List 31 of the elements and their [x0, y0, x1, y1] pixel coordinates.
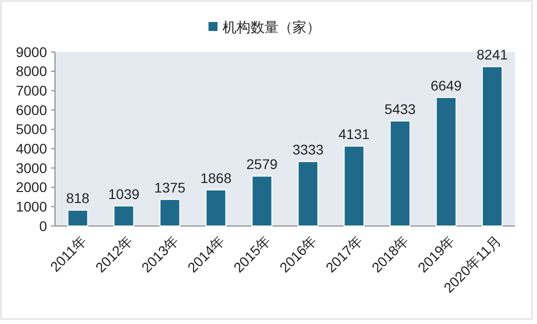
bar — [298, 161, 318, 226]
data-label: 1868 — [200, 170, 232, 186]
data-label: 818 — [66, 190, 90, 206]
data-label: 5433 — [384, 100, 416, 117]
y-tick-label: 9000 — [16, 44, 48, 60]
y-tick-label: 7000 — [16, 82, 48, 99]
bar — [206, 189, 226, 226]
data-label: 6649 — [430, 77, 462, 94]
y-tick-label: 1000 — [16, 198, 48, 215]
data-label: 1375 — [154, 179, 186, 196]
bar — [482, 66, 503, 226]
bar — [390, 120, 411, 226]
y-tick-label: 5000 — [16, 121, 48, 138]
data-label: 4131 — [338, 126, 370, 142]
legend-label: 机构数量（家） — [222, 18, 320, 35]
y-tick-label: 0 — [39, 218, 48, 234]
data-label: 8241 — [476, 46, 508, 63]
bar — [252, 176, 272, 226]
bar — [67, 210, 88, 226]
bar — [159, 198, 180, 226]
y-tick-label: 6000 — [16, 102, 48, 118]
y-tick-label: 4000 — [16, 140, 48, 157]
bar — [436, 96, 457, 226]
y-tick-label: 2000 — [16, 179, 48, 196]
data-label: 3333 — [292, 142, 324, 158]
bar — [344, 146, 364, 226]
y-tick-label: 8000 — [16, 63, 48, 80]
data-label: 1039 — [108, 186, 140, 202]
bar — [113, 205, 134, 226]
data-label: 2579 — [246, 156, 278, 172]
y-tick-label: 3000 — [16, 160, 48, 176]
